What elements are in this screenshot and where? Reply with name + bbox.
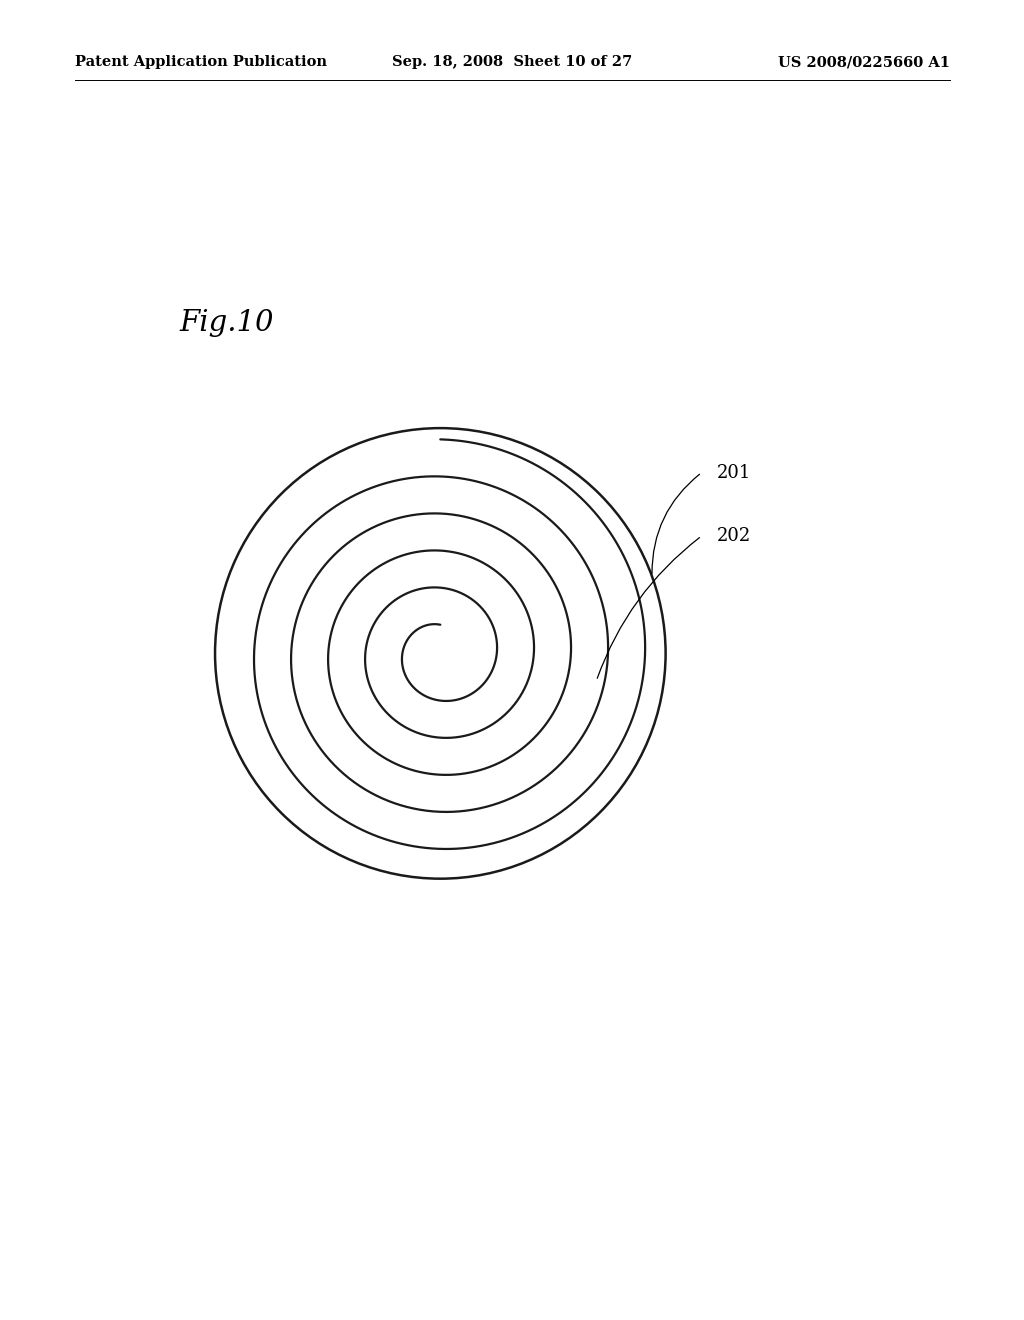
Text: Sep. 18, 2008  Sheet 10 of 27: Sep. 18, 2008 Sheet 10 of 27 bbox=[392, 55, 632, 69]
Text: US 2008/0225660 A1: US 2008/0225660 A1 bbox=[778, 55, 950, 69]
Text: Fig.10: Fig.10 bbox=[179, 309, 273, 338]
Text: 201: 201 bbox=[717, 463, 751, 482]
Text: 202: 202 bbox=[717, 527, 751, 545]
Text: Patent Application Publication: Patent Application Publication bbox=[75, 55, 327, 69]
